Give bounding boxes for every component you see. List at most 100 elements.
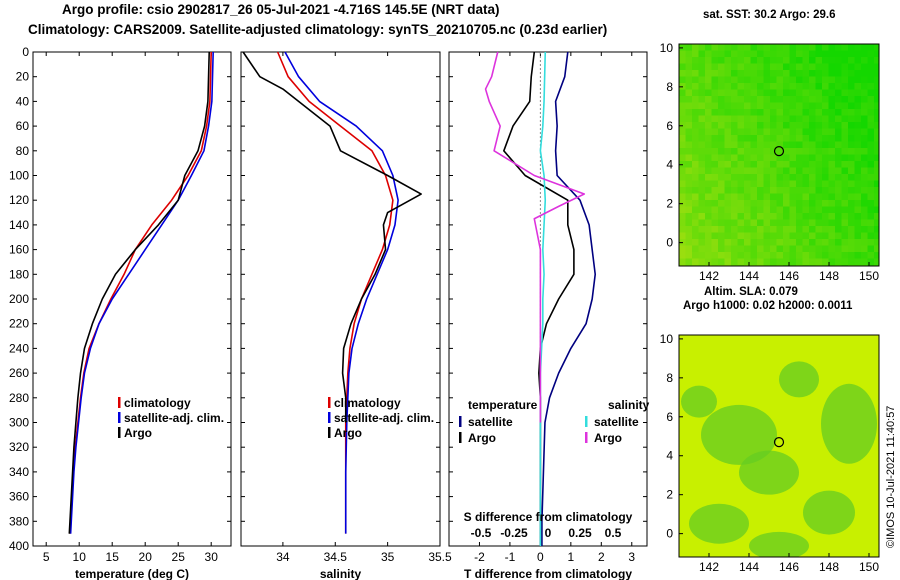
map-y-tick-label: 0 (666, 236, 673, 250)
map-x-tick-label: 146 (779, 560, 799, 574)
y-tick-label: 200 (9, 292, 29, 306)
x-axis-label: temperature (deg C) (75, 567, 189, 580)
panel-0-axes-frame (32, 51, 232, 547)
secondary-tick-label: 0.5 (605, 526, 622, 540)
panel-1: 34 34.5 35 35.5 salinity climatologysatellite… (240, 51, 452, 580)
series-line-climatology (276, 51, 394, 534)
legend-swatch (118, 427, 121, 438)
y-tick-label: 40 (16, 94, 30, 108)
x-tick-label: 10 (73, 550, 87, 564)
y-tick-label: 340 (9, 465, 29, 479)
series-line-argo (242, 51, 422, 423)
x-tick-label: -1 (505, 550, 516, 564)
map-x-tick-label: 144 (739, 560, 759, 574)
legend-swatch (118, 397, 121, 408)
legend-label: Argo (594, 431, 622, 445)
x-tick-label: 5 (43, 550, 50, 564)
legend-swatch (328, 397, 331, 408)
legend-label: satellite-adj. clim. (124, 411, 224, 425)
map-x-tick-label: 150 (859, 269, 879, 283)
legend-label: Argo (468, 431, 496, 445)
legend-title-temperature: temperature (468, 398, 538, 412)
secondary-tick-label: -0.5 (471, 526, 492, 540)
series-line-t-satellite (541, 51, 597, 546)
sla-map-frame (678, 334, 880, 558)
map-y-tick-label: 6 (666, 410, 673, 424)
map-x-tick-label: 142 (699, 560, 719, 574)
x-tick-label: 3 (628, 550, 635, 564)
series-line-satellite-adj-clim- (69, 51, 214, 534)
x-tick-label: 1 (568, 550, 575, 564)
sla-map: 142 144 146 148 150 0 2 4 6 8 10 (660, 332, 880, 574)
map-y-tick-label: 4 (666, 449, 673, 463)
plot-title-line-2: Climatology: CARS2009. Satellite-adjuste… (28, 22, 608, 37)
legend-title-salinity: salinity (608, 398, 650, 412)
sst-map: 142 144 146 148 150 0 2 4 6 8 10 (660, 41, 880, 283)
x-tick-label: 0 (537, 550, 544, 564)
map-x-tick-label: 150 (859, 560, 879, 574)
legend-swatch (585, 416, 588, 427)
legend-label: climatology (334, 396, 401, 410)
y-tick-label: 160 (9, 243, 29, 257)
x-axis-label: T difference from climatology (464, 567, 632, 580)
map-y-tick-label: 10 (660, 332, 674, 346)
legend-label: satellite (468, 415, 513, 429)
panel-2-axes-frame (448, 51, 648, 547)
map-x-tick-label: 148 (819, 560, 839, 574)
sla-map-subtitle: Argo h1000: 0.02 h2000: 0.0011 (683, 300, 853, 312)
y-tick-label: 240 (9, 341, 29, 355)
y-tick-label: 100 (9, 169, 29, 183)
y-tick-label: 20 (16, 70, 30, 84)
x-tick-label: 34.5 (324, 550, 348, 564)
series-line-s-argo (484, 51, 586, 423)
y-tick-label: 120 (9, 193, 29, 207)
map-y-tick-label: 8 (666, 80, 673, 94)
x-tick-label: 35.5 (428, 550, 452, 564)
y-tick-label: 220 (9, 317, 29, 331)
series-line-climatology (69, 51, 212, 534)
y-tick-label: 400 (9, 539, 29, 553)
legend-label: climatology (124, 396, 191, 410)
y-tick-label: 380 (9, 514, 29, 528)
legend-swatch (459, 416, 462, 427)
secondary-axis-label: S difference from climatology (464, 510, 633, 524)
map-x-tick-label: 146 (779, 269, 799, 283)
map-x-tick-label: 148 (819, 269, 839, 283)
x-tick-label: 25 (172, 550, 186, 564)
y-tick-label: 140 (9, 218, 29, 232)
secondary-tick-label: -0.25 (500, 526, 528, 540)
x-tick-label: 30 (205, 550, 219, 564)
map-y-tick-label: 4 (666, 158, 673, 172)
argo-location-marker (773, 437, 785, 448)
map-y-tick-label: 2 (666, 197, 673, 211)
legend-label: satellite-adj. clim. (334, 411, 434, 425)
secondary-tick-label: 0 (545, 526, 552, 540)
x-tick-label: 15 (106, 550, 120, 564)
panel-0: 0 20 40 60 80 100 120 140 160 180 200 220 240 260 280 3… (9, 45, 232, 580)
y-tick-label: 180 (9, 267, 29, 281)
y-tick-label: 0 (22, 45, 29, 59)
legend-swatch (459, 432, 462, 443)
y-tick-label: 360 (9, 490, 29, 504)
legend-swatch (585, 432, 588, 443)
legend-swatch (118, 412, 121, 423)
map-y-tick-label: 8 (666, 371, 673, 385)
secondary-tick-label: 0.25 (568, 526, 592, 540)
series-line-t-argo (503, 51, 575, 546)
panel-2: -2 -1 0 1 2 3 T difference from climatology tem… (448, 51, 650, 580)
y-tick-label: 80 (16, 144, 30, 158)
map-y-tick-label: 6 (666, 119, 673, 133)
plot-title-line-1: Argo profile: csio 2902817_26 05-Jul-202… (62, 2, 500, 17)
sst-map-frame (678, 43, 880, 267)
y-tick-label: 320 (9, 440, 29, 454)
legend-swatch (328, 427, 331, 438)
legend-label: Argo (334, 426, 362, 440)
x-tick-label: 34 (276, 550, 290, 564)
legend-swatch (328, 412, 331, 423)
x-tick-label: 35 (381, 550, 395, 564)
y-tick-label: 280 (9, 391, 29, 405)
x-tick-label: 20 (139, 550, 153, 564)
map-y-tick-label: 0 (666, 527, 673, 541)
series-line-argo (68, 51, 211, 534)
